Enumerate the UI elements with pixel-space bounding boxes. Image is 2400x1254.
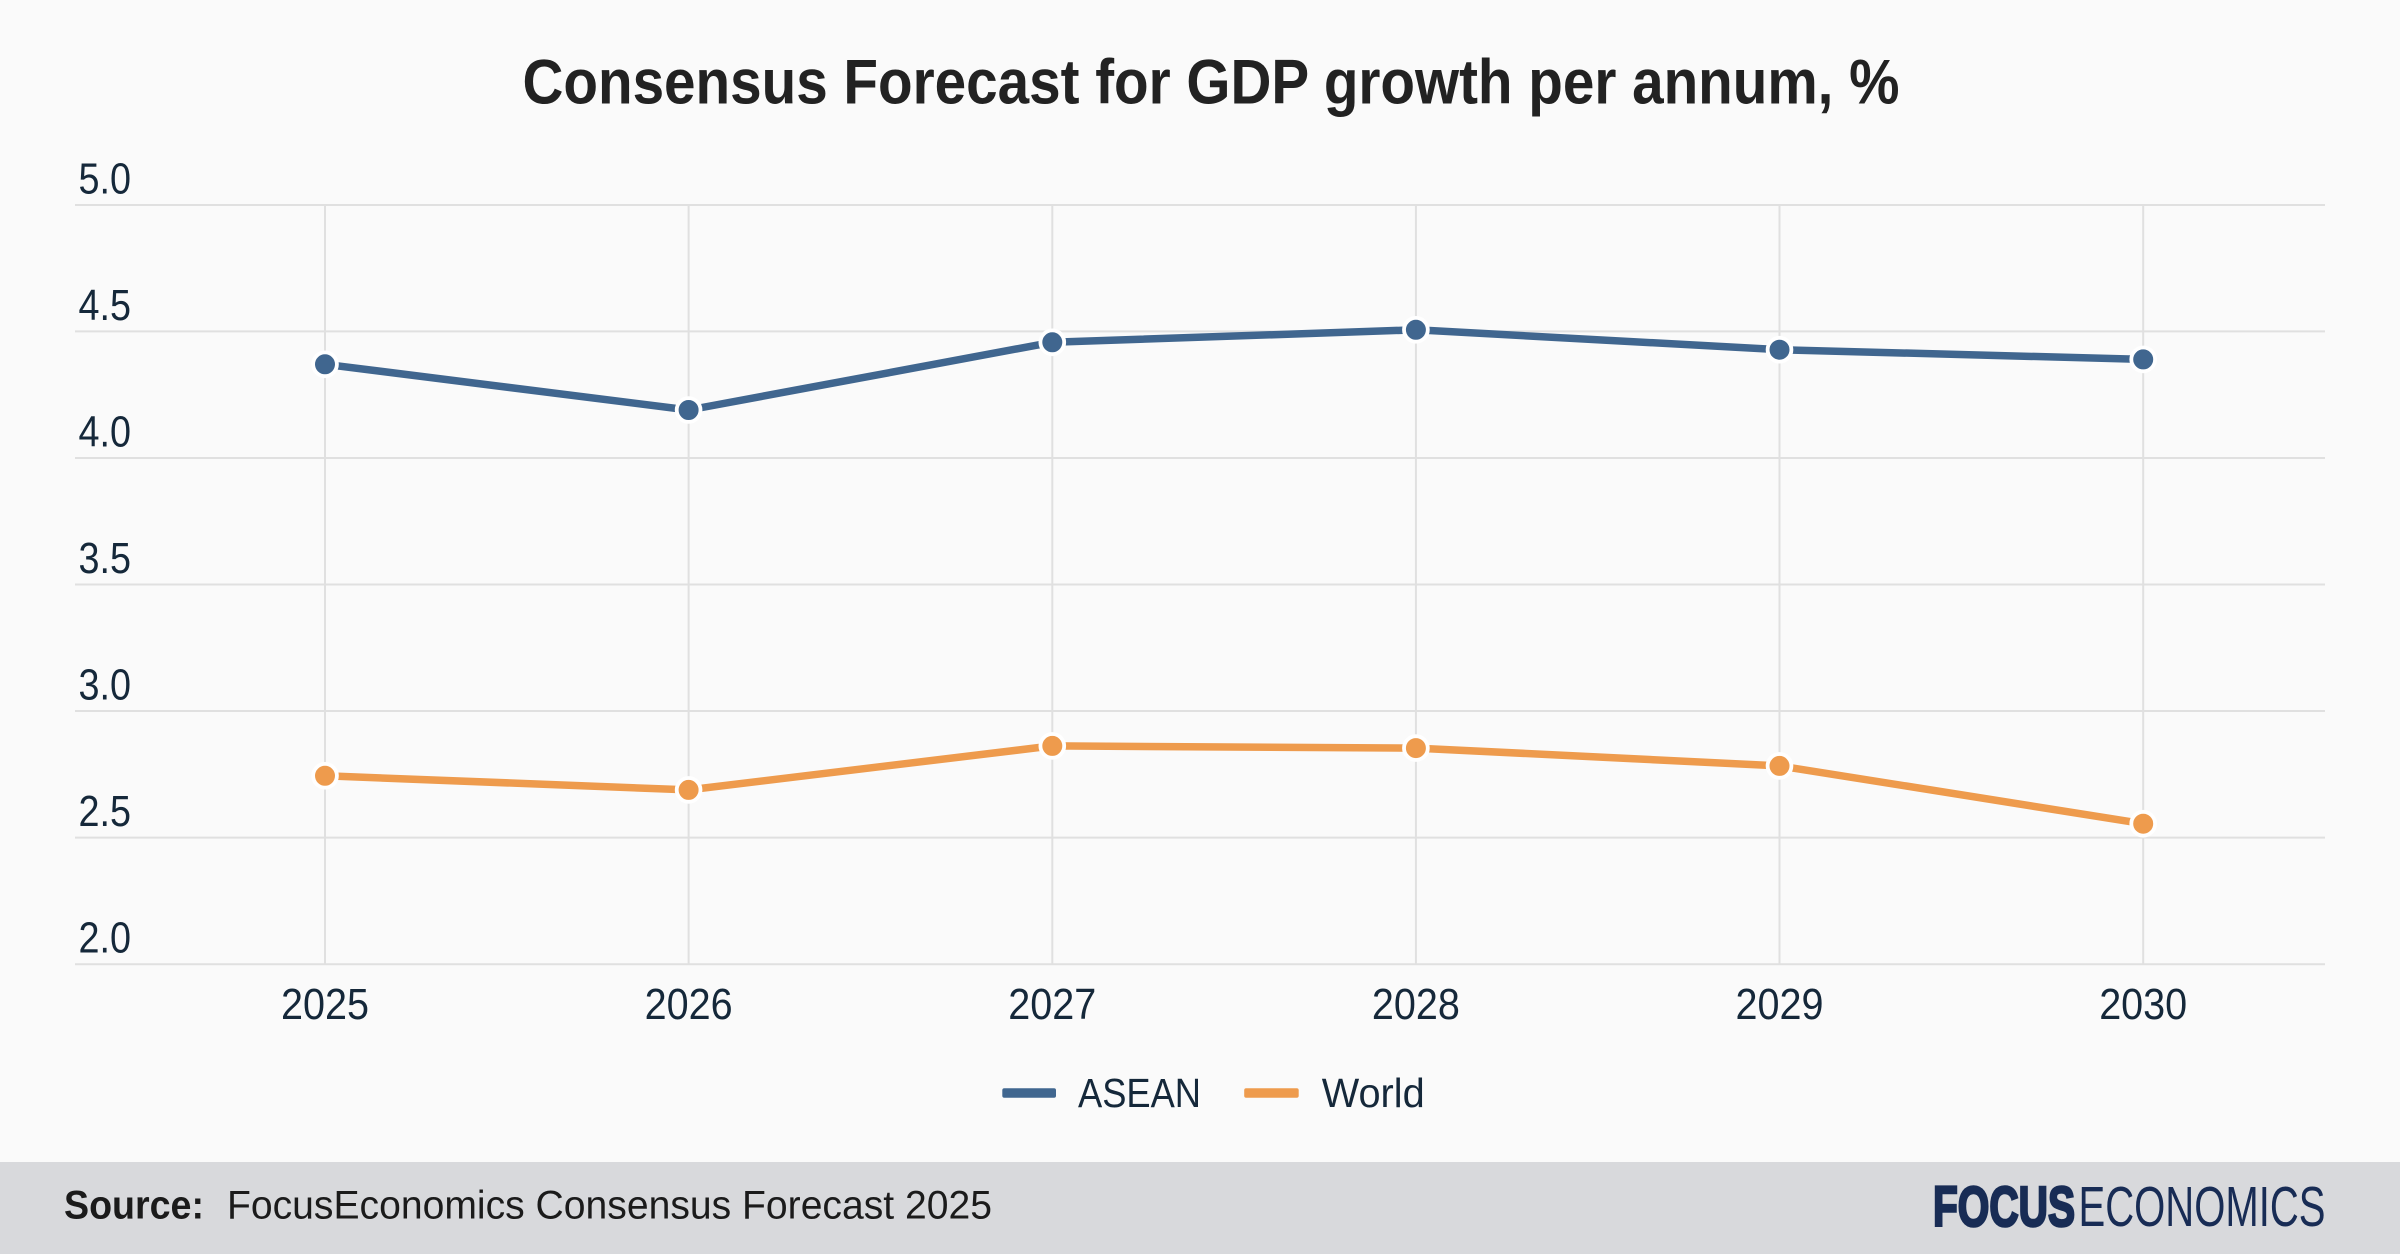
svg-text:4.5: 4.5 — [79, 282, 132, 330]
svg-text:3.0: 3.0 — [79, 662, 132, 710]
svg-text:2030: 2030 — [2099, 981, 2187, 1029]
svg-text:4.0: 4.0 — [79, 408, 132, 456]
svg-text:2.0: 2.0 — [79, 915, 132, 963]
svg-text:FOCUS: FOCUS — [1933, 1175, 2075, 1239]
svg-text:5.0: 5.0 — [79, 155, 132, 203]
svg-text:3.5: 3.5 — [79, 535, 132, 583]
svg-text:World: World — [1322, 1070, 1425, 1116]
svg-text:2027: 2027 — [1008, 981, 1096, 1029]
svg-text:FocusEconomics Consensus Forec: FocusEconomics Consensus Forecast 2025 — [227, 1184, 992, 1228]
svg-text:2028: 2028 — [1372, 981, 1460, 1029]
svg-text:2029: 2029 — [1736, 981, 1824, 1029]
svg-text:2.5: 2.5 — [79, 788, 132, 836]
svg-text:2026: 2026 — [645, 981, 733, 1029]
svg-text:ASEAN: ASEAN — [1078, 1070, 1201, 1116]
svg-text:2025: 2025 — [281, 981, 369, 1029]
svg-text:Consensus Forecast for GDP gro: Consensus Forecast for GDP growth per an… — [523, 48, 1900, 118]
svg-text:ECONOMICS: ECONOMICS — [2079, 1175, 2326, 1239]
svg-text:Source:: Source: — [64, 1184, 204, 1228]
